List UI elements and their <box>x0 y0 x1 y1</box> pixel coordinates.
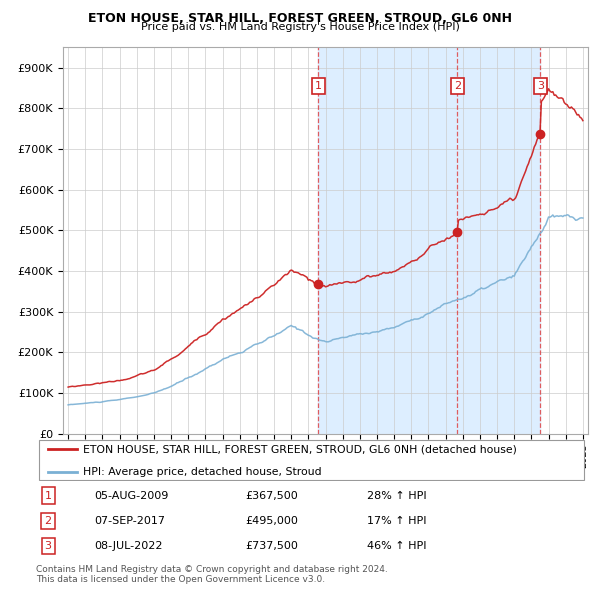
Text: 1: 1 <box>315 81 322 91</box>
Text: 1: 1 <box>44 491 52 500</box>
Text: 17% ↑ HPI: 17% ↑ HPI <box>367 516 427 526</box>
Text: 46% ↑ HPI: 46% ↑ HPI <box>367 541 427 550</box>
Text: ETON HOUSE, STAR HILL, FOREST GREEN, STROUD, GL6 0NH: ETON HOUSE, STAR HILL, FOREST GREEN, STR… <box>88 12 512 25</box>
Text: Contains HM Land Registry data © Crown copyright and database right 2024.: Contains HM Land Registry data © Crown c… <box>36 565 388 574</box>
Text: 3: 3 <box>537 81 544 91</box>
Text: 08-JUL-2022: 08-JUL-2022 <box>94 541 163 550</box>
Text: ETON HOUSE, STAR HILL, FOREST GREEN, STROUD, GL6 0NH (detached house): ETON HOUSE, STAR HILL, FOREST GREEN, STR… <box>83 444 517 454</box>
Text: Price paid vs. HM Land Registry's House Price Index (HPI): Price paid vs. HM Land Registry's House … <box>140 22 460 32</box>
Bar <box>319 47 541 434</box>
Text: £367,500: £367,500 <box>246 491 299 500</box>
Text: 2: 2 <box>44 516 52 526</box>
Text: 2: 2 <box>454 81 461 91</box>
Text: 28% ↑ HPI: 28% ↑ HPI <box>367 491 427 500</box>
Text: This data is licensed under the Open Government Licence v3.0.: This data is licensed under the Open Gov… <box>36 575 325 584</box>
Text: 07-SEP-2017: 07-SEP-2017 <box>94 516 165 526</box>
Text: £737,500: £737,500 <box>246 541 299 550</box>
Text: £495,000: £495,000 <box>246 516 299 526</box>
Text: HPI: Average price, detached house, Stroud: HPI: Average price, detached house, Stro… <box>83 467 322 477</box>
Text: 05-AUG-2009: 05-AUG-2009 <box>94 491 169 500</box>
Text: 3: 3 <box>44 541 52 550</box>
FancyBboxPatch shape <box>39 440 584 480</box>
